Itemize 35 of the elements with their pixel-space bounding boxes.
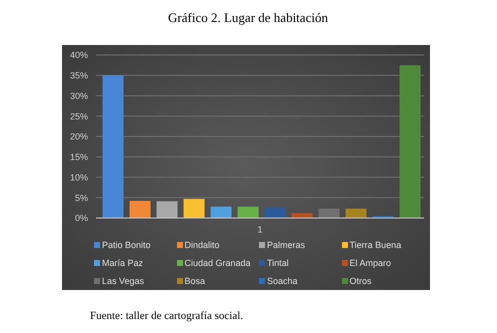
legend-label: Bosa — [184, 276, 206, 286]
y-tick-label: 15% — [70, 152, 88, 162]
y-tick-label: 40% — [70, 50, 88, 60]
y-tick-label: 20% — [70, 132, 88, 142]
bar — [346, 208, 367, 218]
legend-label: El Amparo — [350, 258, 392, 268]
bar — [264, 207, 286, 218]
legend-label: Ciudad Granada — [184, 258, 251, 268]
bar — [400, 65, 421, 218]
bar — [318, 208, 340, 218]
source-note: Fuente: taller de cartografía social. — [90, 310, 244, 322]
legend-label: María Paz — [102, 258, 144, 268]
bar — [184, 198, 205, 218]
legend-label: Las Vegas — [102, 276, 144, 286]
x-tick-label: 1 — [257, 224, 263, 234]
legend-label: Tierra Buena — [350, 240, 402, 250]
legend-label: Tintal — [267, 258, 289, 268]
y-tick-label: 0% — [74, 213, 88, 224]
bar — [130, 200, 151, 218]
legend-label: Dindalito — [184, 240, 220, 250]
y-tick-label: 5% — [74, 192, 88, 203]
bar — [210, 206, 232, 218]
bar — [238, 206, 259, 218]
legend-label: Palmeras — [267, 240, 306, 250]
chart-title: Gráfico 2. Lugar de habitación — [167, 10, 329, 26]
y-tick-label: 30% — [70, 90, 88, 101]
legend-label: Patio Bonito — [102, 240, 151, 250]
y-tick-label: 25% — [70, 111, 88, 122]
y-tick-label: 10% — [70, 172, 88, 182]
legend-label: Soacha — [267, 276, 298, 286]
y-tick-label: 35% — [70, 70, 88, 81]
bar — [292, 213, 313, 218]
bar — [156, 201, 178, 218]
legend-label: Otros — [350, 276, 372, 286]
bar — [102, 75, 124, 218]
